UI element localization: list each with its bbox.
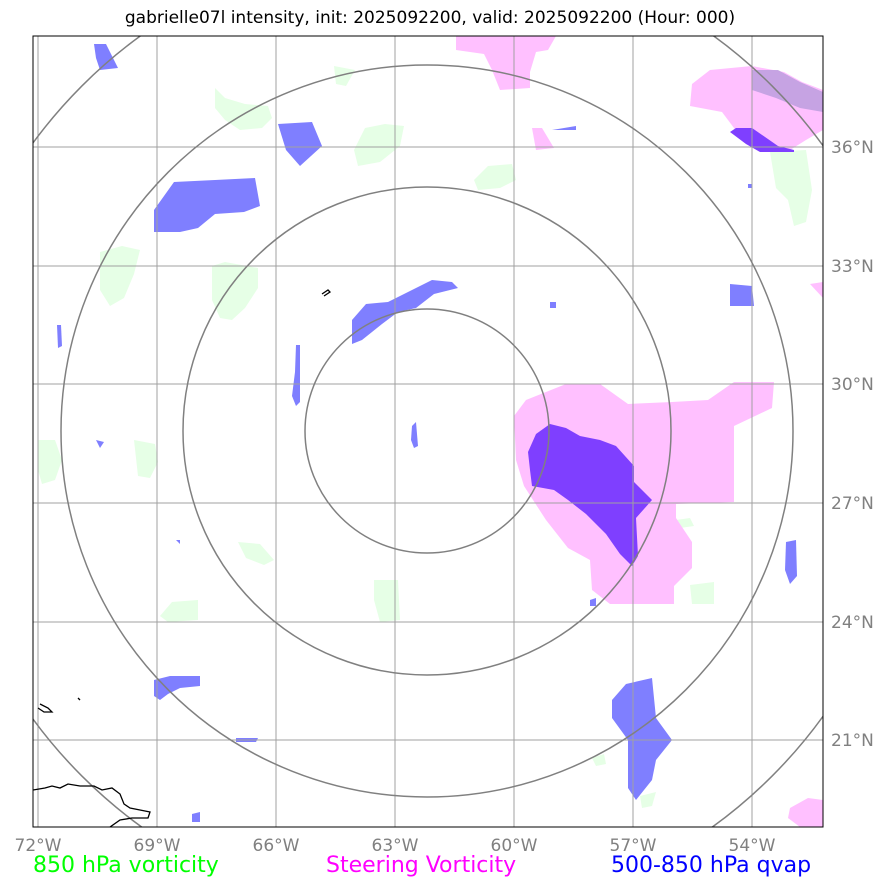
lon-tick-label: 63°W [372,836,419,856]
overlap-layer [528,70,823,566]
range-ring-outer [60,64,794,798]
graticule [33,36,823,827]
map-frame [32,35,824,828]
lat-tick-label: 30°N [831,375,874,395]
map-title: gabrielle07l intensity, init: 2025092200… [124,8,736,28]
legend-vort850: 850 hPa vorticity [33,853,219,878]
lon-tick-label: 69°W [134,836,181,856]
qvap-layer [57,44,797,822]
lat-tick-label: 36°N [831,138,874,158]
legend-qvap: 500-850 hPa qvap [611,853,812,878]
coastline [33,289,332,827]
range-ring-inner [304,308,550,554]
lat-tick-label: 27°N [831,494,874,514]
lat-tick-labels: 36°N 33°N 30°N 27°N 24°N 21°N [831,138,874,751]
lat-tick-label: 21°N [831,731,874,751]
lon-tick-labels: 72°W 69°W 66°W 63°W 60°W 57°W 54°W [15,836,776,856]
lon-tick-label: 54°W [729,836,776,856]
lon-tick-label: 57°W [610,836,657,856]
lat-tick-label: 24°N [831,613,874,633]
lon-tick-label: 72°W [15,836,62,856]
legend-steering: Steering Vorticity [326,853,517,878]
lon-tick-label: 60°W [491,836,538,856]
range-ring-middle [182,186,672,676]
lon-tick-label: 66°W [253,836,300,856]
lat-tick-label: 33°N [831,257,874,277]
vort850-layer [38,66,812,808]
